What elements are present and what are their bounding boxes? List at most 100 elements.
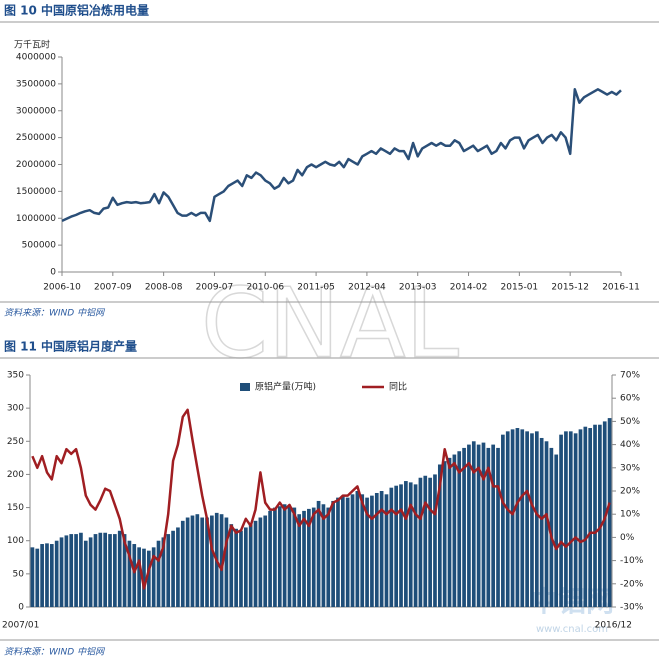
bar [161,537,166,607]
bar [374,492,379,607]
y-tick-label: 500000 [22,241,57,251]
x-tick-label: 2007/01 [2,621,39,631]
bar [98,532,103,607]
y2-tick-label: -10% [620,556,644,566]
bar [307,508,311,607]
bar [525,431,529,607]
bar [321,504,326,607]
bar [423,475,428,607]
bar [59,537,64,607]
bar [404,481,408,607]
bar [185,517,190,607]
y-tick-label: 3500000 [16,79,56,89]
bar [277,506,282,607]
bar [103,532,108,607]
y2-tick-label: 70% [620,371,640,381]
bar [224,517,229,607]
x-tick-label: 2009-07 [196,283,234,293]
bar [598,424,602,607]
bar [331,500,335,607]
bar [113,534,117,607]
bar [108,534,112,607]
bar [568,431,573,607]
bar [413,484,418,607]
bar [302,510,306,607]
bar [93,534,98,607]
bar [539,437,544,607]
bar [365,497,369,607]
bar [340,495,345,607]
watermark-url: www.cnal.com [536,624,608,635]
bar [530,433,534,607]
bar [481,442,486,607]
bar [229,524,234,607]
bar [462,447,466,607]
bar [442,461,447,607]
source: 资料来源：WIND 中铝网 [4,308,105,319]
bar [593,424,597,607]
bar [578,429,583,607]
bar [30,547,35,607]
bar [336,497,340,607]
bar [151,547,156,607]
figure-title: 图 11 中国原铝月度产量 [4,339,137,354]
x-tick-label: 2010-06 [246,283,284,293]
bar [132,544,137,607]
bar [408,482,413,607]
bar [486,447,491,607]
bar [263,515,268,607]
bar [452,454,457,607]
bar [428,477,432,607]
bar [88,537,93,607]
y-tick-label: 0 [18,603,24,613]
y-tick-label: 0 [50,268,56,278]
y2-tick-label: 50% [620,417,640,427]
bar [253,520,258,607]
bar [79,532,83,607]
bar [219,514,224,607]
bar [190,515,195,607]
bar [389,487,394,607]
bar [45,543,49,607]
bar [360,494,365,607]
y2-tick-label: 60% [620,394,640,404]
bar [501,434,505,607]
y2-tick-label: -30% [620,603,644,613]
bar [588,428,593,607]
bar [510,429,515,607]
bar [311,507,316,607]
x-tick-label: 2015-12 [551,283,589,293]
bar [64,535,69,607]
y-tick-label: 3000000 [16,106,56,116]
bar [534,431,539,607]
bar [35,548,40,607]
bar [418,477,423,607]
x-tick-label: 2007-09 [94,283,132,293]
line [31,408,611,590]
y2-tick-label: -20% [620,579,644,589]
bar [316,500,321,607]
bar [49,544,54,607]
y-tick-label: 350 [7,371,24,381]
y-tick-label: 2500000 [16,133,56,143]
bar [602,421,607,607]
bar [549,447,554,607]
bar [243,527,248,607]
y-tick-label: 2000000 [16,160,56,170]
bar [471,441,476,607]
legend-label: 原铝产量(万吨) [255,381,316,393]
bar [491,444,496,607]
bar [54,540,59,607]
bar [297,514,302,607]
x-tick-label: 2006-10 [43,283,81,293]
bar [273,507,277,607]
bar [496,447,500,607]
bar [559,434,563,607]
bar [171,530,175,607]
bar [370,495,374,607]
bar [258,517,263,607]
bar [156,540,161,607]
bar [544,441,549,607]
y-axis-label: 万千瓦时 [14,39,50,51]
